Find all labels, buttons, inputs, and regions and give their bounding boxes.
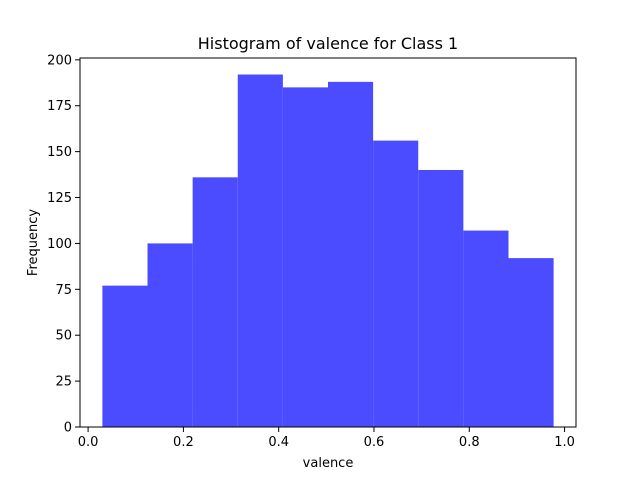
x-axis-label: valence (303, 456, 354, 471)
histogram-bar (373, 140, 419, 427)
x-tick-label: 1.0 (554, 435, 575, 450)
y-tick-label: 0 (64, 421, 72, 436)
histogram-bar (328, 81, 374, 428)
x-axis: 0.0 0.2 0.4 0.6 0.8 1.0 (78, 427, 575, 450)
y-tick-label: 75 (55, 283, 72, 298)
y-tick-label: 175 (47, 99, 72, 114)
y-tick-label: 50 (55, 329, 72, 344)
y-axis-label: Frequency (26, 209, 41, 276)
histogram-bar (192, 177, 238, 427)
histogram-bar (418, 169, 464, 427)
x-tick-label: 0.8 (459, 435, 480, 450)
y-tick-label: 200 (47, 53, 72, 68)
histogram-bar (508, 258, 554, 427)
histogram-bar (282, 87, 328, 427)
x-tick-label: 0.2 (173, 435, 194, 450)
plot-frame (79, 57, 577, 428)
histogram-bar (102, 285, 148, 427)
y-tick-label: 25 (55, 375, 72, 390)
x-tick-label: 0.6 (364, 435, 385, 450)
histogram-bars (102, 74, 554, 428)
chart-title: Histogram of valence for Class 1 (198, 34, 458, 53)
y-tick-label: 150 (47, 145, 72, 160)
y-axis: 0 25 50 75 100 125 150 175 200 (47, 53, 80, 436)
y-tick-label: 125 (47, 191, 72, 206)
x-tick-label: 0.0 (78, 435, 99, 450)
histogram-bar (463, 230, 509, 427)
histogram-bar (147, 243, 193, 427)
histogram-bar (237, 74, 283, 427)
x-tick-label: 0.4 (268, 435, 289, 450)
y-tick-label: 100 (47, 237, 72, 252)
